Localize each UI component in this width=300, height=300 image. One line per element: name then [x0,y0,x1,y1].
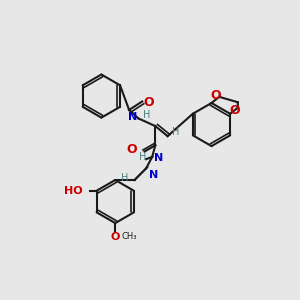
Text: O: O [144,96,154,109]
Text: HO: HO [64,186,83,196]
Text: O: O [230,104,240,117]
Text: N: N [154,153,163,164]
Text: H: H [143,110,150,120]
Text: H: H [139,152,146,162]
Text: N: N [149,169,158,180]
Text: O: O [111,232,120,242]
Text: N: N [128,112,137,122]
Text: O: O [211,89,221,102]
Text: CH₃: CH₃ [122,232,137,242]
Text: H: H [172,127,180,137]
Text: O: O [126,143,137,157]
Text: H: H [121,173,128,184]
